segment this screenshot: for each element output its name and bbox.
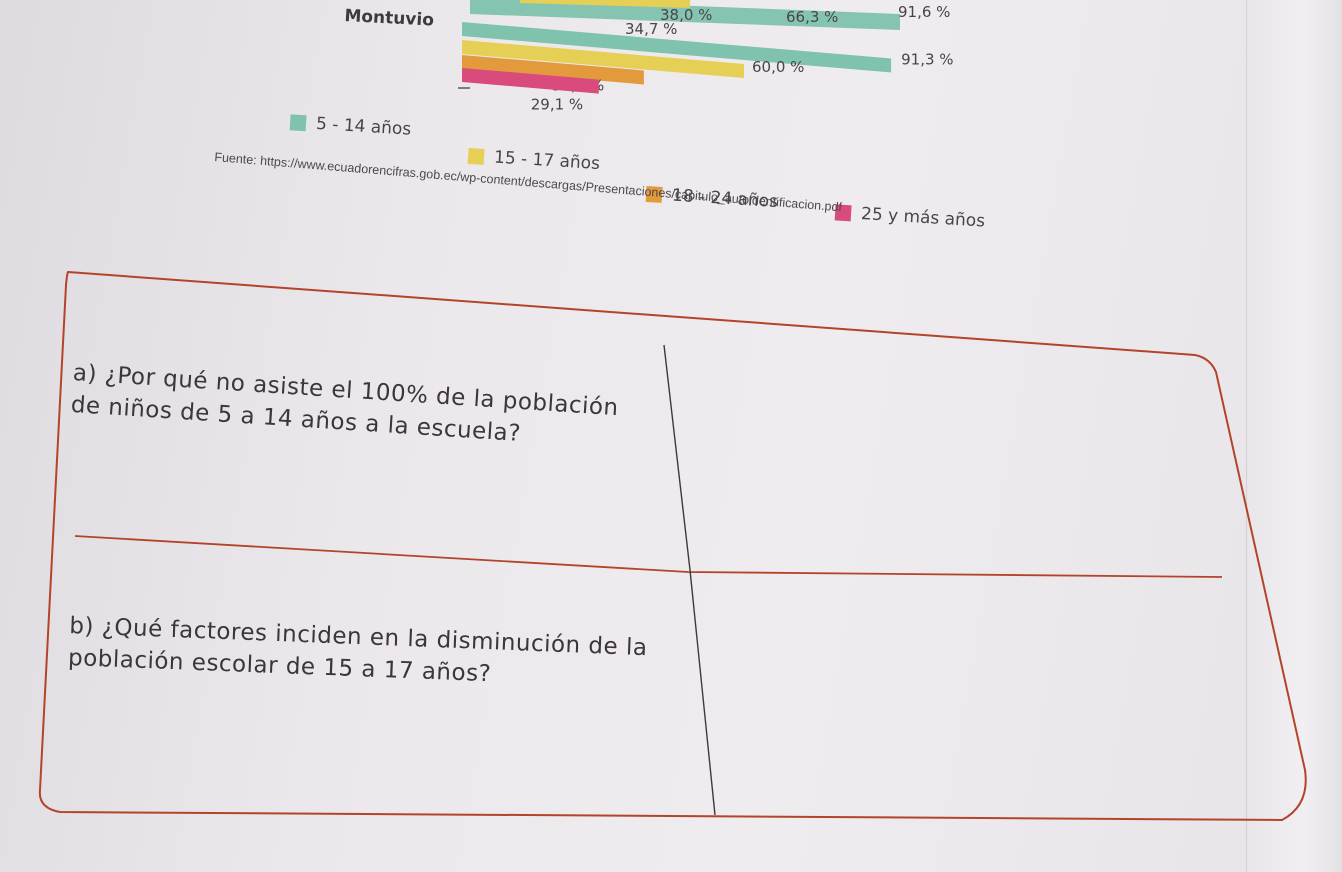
top-value-label-4: 34,7 % bbox=[625, 20, 677, 38]
row-divider bbox=[74, 535, 1223, 578]
partial-bar-top-yellow bbox=[520, 0, 690, 8]
montuvio-bars: 91,3 %60,0 %38,7 %29,1 % bbox=[462, 22, 954, 114]
bar-4 bbox=[462, 68, 599, 94]
top-value-label-2: 66,3 % bbox=[786, 8, 838, 26]
table-border bbox=[38, 270, 1307, 822]
bar-2 bbox=[462, 40, 744, 78]
bar-value-label-2: 60,0 % bbox=[752, 58, 804, 76]
answer-cell-b[interactable] bbox=[715, 590, 1295, 810]
bar-1 bbox=[462, 22, 892, 73]
bar-value-label-4: 29,1 % bbox=[531, 96, 583, 114]
answer-cell-a[interactable] bbox=[700, 360, 1210, 560]
column-divider bbox=[663, 344, 716, 816]
top-value-label-1: 38,0 % bbox=[660, 6, 712, 24]
bar-chart: 38,0 % 66,3 % 91,6 % 34,7 % 91,3 % 60,0 %… bbox=[0, 0, 1100, 270]
bar-3 bbox=[462, 55, 644, 85]
partial-bar-top-green bbox=[470, 0, 900, 30]
bar-value-label-1: 91,3 % bbox=[901, 50, 953, 68]
page-edge bbox=[1246, 0, 1342, 872]
top-value-label-3: 91,6 % bbox=[898, 3, 950, 21]
bar-chart-svg: 38,0 % 66,3 % 91,6 % 34,7 % 91,3 % 60,0 %… bbox=[458, 0, 954, 114]
